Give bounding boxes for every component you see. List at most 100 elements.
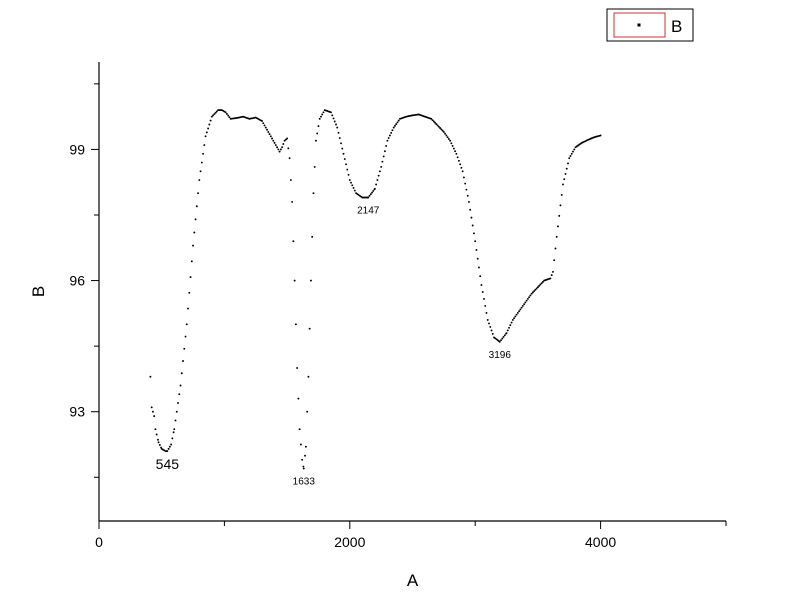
- data-point: [190, 260, 193, 263]
- data-point: [350, 181, 352, 184]
- data-point: [298, 428, 301, 431]
- data-point: [173, 428, 176, 431]
- data-point: [269, 135, 272, 138]
- data-point: [204, 135, 207, 138]
- data-point: [599, 134, 602, 137]
- data-point: [519, 308, 522, 311]
- data-point: [175, 410, 178, 413]
- data-point: [189, 276, 192, 279]
- data-point: [558, 214, 561, 217]
- data-point: [476, 257, 479, 260]
- data-point: [524, 301, 527, 304]
- legend-marker-dot: [637, 23, 641, 27]
- data-point: [336, 126, 339, 129]
- data-point: [432, 120, 435, 123]
- data-point: [227, 114, 230, 117]
- peak-annotations: 545 1633 2147 3196: [156, 206, 512, 488]
- data-point: [568, 157, 571, 160]
- y-ticks: 93 96 99: [69, 83, 99, 478]
- data-point: [488, 322, 490, 325]
- data-point: [490, 329, 493, 332]
- data-point: [508, 326, 511, 329]
- legend-swatch-frame: [613, 12, 666, 38]
- data-point: [317, 125, 320, 128]
- data-point: [304, 445, 307, 448]
- data-point: [387, 137, 390, 140]
- data-point: [178, 393, 181, 396]
- data-point: [390, 131, 393, 134]
- data-point: [431, 119, 434, 122]
- data-point: [535, 287, 538, 290]
- data-point: [396, 121, 399, 124]
- data-point: [299, 443, 302, 446]
- data-point: [469, 208, 472, 211]
- data-point: [444, 132, 447, 135]
- data-point: [352, 186, 355, 189]
- data-point: [564, 172, 567, 175]
- data-point: [157, 441, 160, 444]
- data-point: [451, 144, 454, 147]
- data-point: [195, 205, 198, 208]
- data-point: [177, 402, 179, 404]
- data-point: [474, 240, 477, 243]
- data-point: [391, 129, 394, 132]
- data-point: [348, 179, 351, 181]
- y-tick-label: 96: [69, 273, 85, 289]
- data-point: [505, 332, 508, 334]
- data-point: [210, 115, 213, 118]
- data-point: [430, 117, 433, 120]
- data-point: [340, 142, 342, 145]
- data-point: [502, 335, 505, 338]
- data-point: [179, 384, 182, 387]
- data-point: [289, 179, 292, 181]
- legend-entry-b: B: [671, 17, 682, 36]
- data-point: [151, 410, 154, 413]
- data-point: [203, 144, 206, 147]
- data-point: [461, 170, 464, 173]
- data-point: [553, 259, 556, 262]
- data-point: [462, 176, 465, 179]
- data-point: [530, 292, 533, 295]
- data-point: [450, 142, 453, 145]
- data-point: [555, 235, 558, 238]
- data-point: [153, 415, 156, 418]
- data-point: [435, 123, 438, 126]
- data-point: [322, 111, 325, 114]
- data-point: [284, 138, 287, 141]
- data-point: [198, 179, 201, 181]
- data-point: [304, 454, 306, 457]
- data-point: [150, 406, 153, 409]
- data-point: [511, 318, 514, 321]
- data-point: [388, 134, 391, 137]
- data-point: [567, 162, 569, 165]
- data-point: [316, 132, 319, 135]
- data-point: [168, 445, 171, 448]
- data-point: [306, 410, 309, 413]
- data-point: [447, 137, 450, 140]
- data-point: [167, 447, 170, 450]
- data-point: [312, 192, 315, 195]
- data-point: [372, 189, 375, 192]
- data-point: [279, 148, 282, 151]
- data-point: [473, 232, 475, 235]
- data-point: [345, 163, 347, 166]
- data-point: [170, 443, 173, 446]
- data-point: [381, 160, 384, 163]
- data-point: [501, 337, 504, 340]
- data-point: [321, 113, 324, 116]
- data-point: [465, 188, 468, 191]
- data-point: [554, 247, 557, 250]
- data-point: [202, 152, 205, 155]
- data-point: [309, 279, 312, 282]
- data-point: [539, 283, 542, 286]
- data-point: [437, 125, 440, 128]
- data-point: [347, 173, 350, 176]
- data-point: [171, 437, 174, 440]
- peak-label-1633: 1633: [293, 477, 316, 488]
- data-point: [521, 304, 524, 307]
- series-b-points: [149, 109, 602, 470]
- data-point: [158, 443, 161, 446]
- data-point: [283, 139, 286, 142]
- data-point: [154, 428, 157, 431]
- data-point: [515, 313, 518, 316]
